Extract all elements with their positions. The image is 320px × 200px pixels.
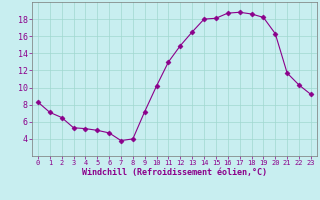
X-axis label: Windchill (Refroidissement éolien,°C): Windchill (Refroidissement éolien,°C)	[82, 168, 267, 177]
